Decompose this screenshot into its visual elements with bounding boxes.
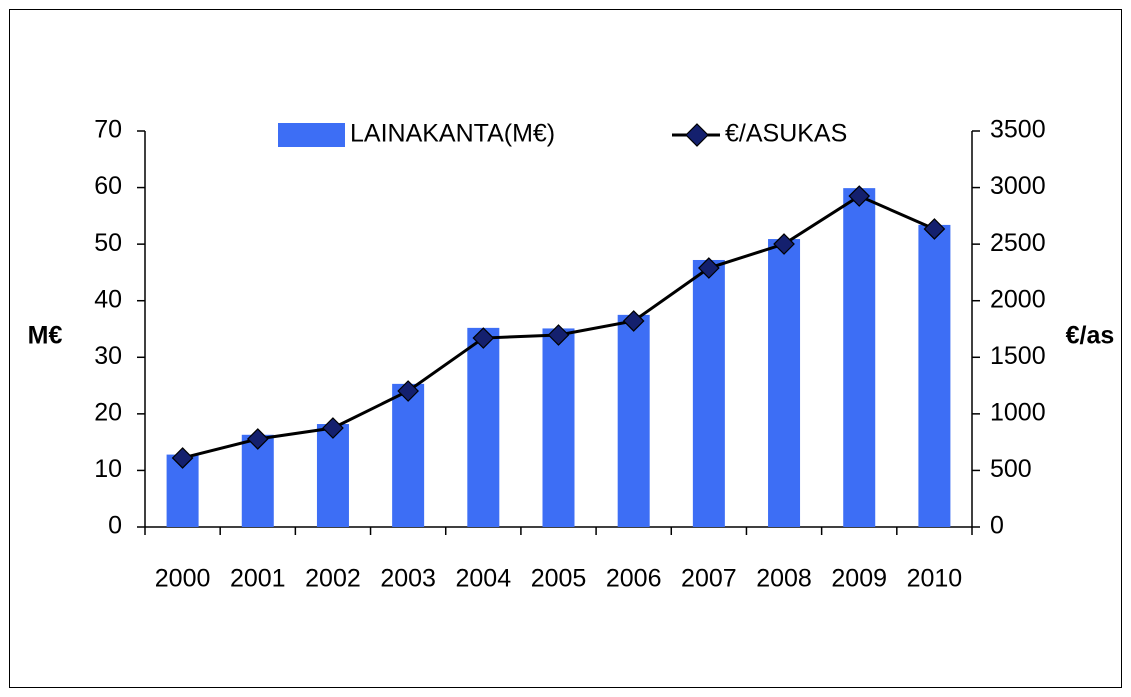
marker <box>397 380 419 402</box>
y2-axis-label: €/as <box>1066 322 1115 350</box>
x-tick-label: 2002 <box>305 565 361 593</box>
y-tick-label: 20 <box>94 398 122 426</box>
marker <box>848 185 871 207</box>
y2-tick-label: 3000 <box>990 172 1046 200</box>
x-tick-label: 2003 <box>380 565 436 593</box>
x-tick-label: 2005 <box>531 565 587 593</box>
x-tick-label: 2010 <box>907 565 963 593</box>
y-tick-label: 30 <box>94 342 122 370</box>
bar <box>918 224 951 527</box>
y-tick-label: 10 <box>94 455 122 483</box>
x-tick-label: 2008 <box>756 565 812 593</box>
y-tick-label: 70 <box>94 116 122 144</box>
y-axis-label: M€ <box>28 322 63 350</box>
y2-tick-label: 2500 <box>990 229 1046 257</box>
legend-marker <box>685 123 709 147</box>
bar <box>241 434 274 527</box>
bar <box>617 314 650 527</box>
y2-tick-label: 3500 <box>990 116 1046 144</box>
marker <box>472 327 495 349</box>
y-tick-label: 40 <box>94 285 122 313</box>
y2-tick-label: 1500 <box>990 342 1046 370</box>
x-tick-label: 2006 <box>606 565 662 593</box>
bar <box>316 424 349 527</box>
legend-swatch <box>278 123 345 147</box>
marker <box>622 310 645 332</box>
x-tick-label: 2004 <box>456 565 512 593</box>
marker <box>246 428 269 450</box>
bar <box>542 328 575 527</box>
legend-label: €/ASUKAS <box>725 120 847 148</box>
y-tick-label: 60 <box>94 172 122 200</box>
marker <box>923 218 946 240</box>
x-tick-label: 2000 <box>155 565 211 593</box>
marker <box>171 447 194 469</box>
y-tick-label: 50 <box>94 229 122 257</box>
bar <box>392 383 425 527</box>
x-tick-label: 2001 <box>230 565 286 593</box>
y2-tick-label: 2000 <box>990 285 1046 313</box>
legend-label: LAINAKANTA(M€) <box>350 120 555 148</box>
marker <box>698 257 720 279</box>
marker <box>773 233 795 255</box>
marker <box>547 324 570 346</box>
bar <box>768 239 801 527</box>
y2-tick-label: 500 <box>990 455 1032 483</box>
bar <box>467 327 500 527</box>
marker <box>322 417 344 439</box>
bar <box>692 259 725 527</box>
x-tick-label: 2007 <box>681 565 737 593</box>
y-tick-label: 0 <box>108 512 122 540</box>
x-tick-label: 2009 <box>831 565 887 593</box>
bar <box>843 188 876 527</box>
y2-tick-label: 1000 <box>990 398 1046 426</box>
y2-tick-label: 0 <box>990 512 1004 540</box>
